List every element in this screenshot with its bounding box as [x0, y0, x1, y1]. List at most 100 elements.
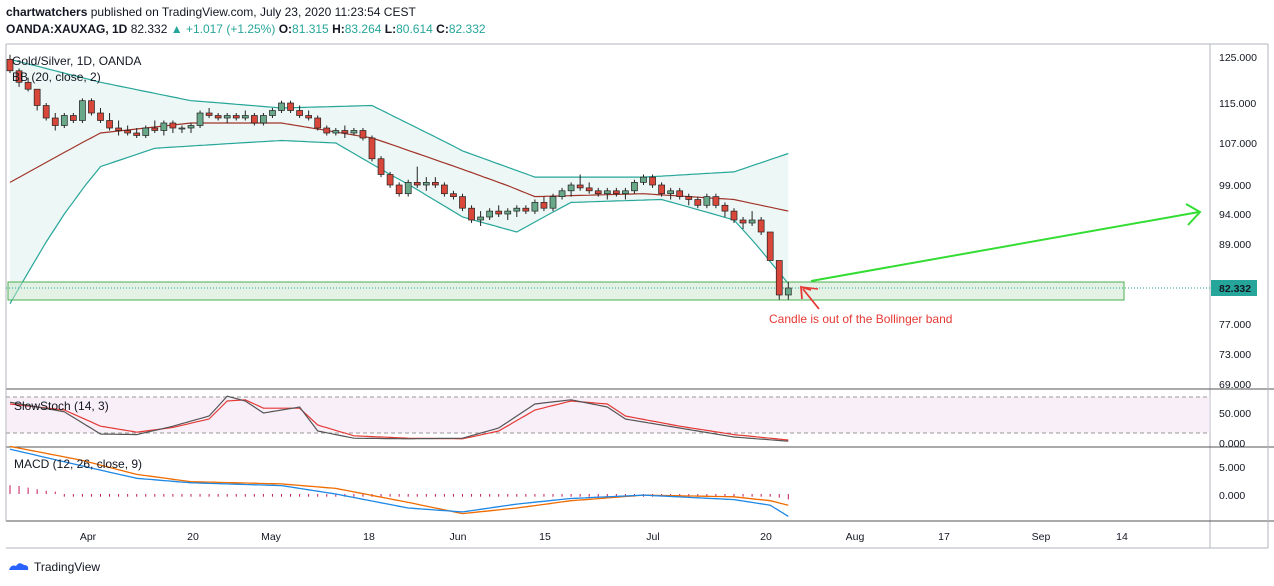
candle: [631, 182, 638, 192]
published-text: published on TradingView.com, July 23, 2…: [90, 5, 416, 19]
slowstoch-label: SlowStoch (14, 3): [14, 399, 109, 413]
price-tick-label: 69.000: [1219, 379, 1251, 391]
annotation-arrow-line: [802, 288, 820, 310]
candle: [106, 120, 113, 129]
time-tick-label: Apr: [80, 531, 97, 543]
candle: [486, 210, 493, 218]
candle: [603, 190, 611, 195]
low-value: 80.614: [396, 22, 433, 36]
candle: [187, 125, 195, 129]
candle: [667, 190, 675, 195]
candle: [341, 130, 349, 134]
pane-frames: [5, 43, 1274, 549]
candle: [450, 193, 457, 197]
time-tick-label: 17: [938, 531, 950, 543]
candle: [133, 132, 141, 136]
candle: [269, 110, 276, 116]
publisher-name[interactable]: chartwatchers: [6, 5, 88, 19]
candle: [223, 115, 231, 119]
price-tick-label: 115.000: [1219, 98, 1256, 110]
candle: [567, 184, 575, 192]
bb-basis-line: [9, 122, 789, 212]
slowstoch-pane[interactable]: [6, 395, 1210, 442]
candle: [658, 184, 665, 195]
candle: [513, 207, 521, 212]
candle: [622, 190, 629, 195]
candle: [15, 70, 23, 83]
candle: [775, 260, 783, 296]
macd-pane[interactable]: [9, 445, 789, 517]
candle: [459, 196, 466, 209]
trend-arrow-head: [1185, 203, 1202, 226]
candle: [287, 102, 294, 111]
candle: [232, 115, 240, 119]
time-tick-label: Aug: [846, 531, 865, 543]
candle: [694, 199, 702, 206]
candle: [214, 115, 222, 119]
price-tick-label: 125.000: [1219, 52, 1257, 64]
candle: [730, 210, 738, 221]
open-label: O:: [278, 22, 293, 36]
candle: [558, 190, 566, 197]
candle: [305, 115, 312, 119]
macd-tick-label: 5.000: [1219, 462, 1245, 474]
price-pane[interactable]: [6, 54, 1210, 310]
stoch-k-line: [9, 395, 789, 442]
candle: [395, 184, 403, 195]
candle: [124, 130, 132, 134]
last-price: 82.332: [130, 22, 168, 36]
tradingview-logo-icon: [9, 563, 29, 570]
axes: 125.000 115.000 107.000 99.000 94.000 89.000 8…: [80, 52, 1257, 543]
bb-lower-line: [9, 139, 789, 304]
time-tick-label: May: [261, 531, 282, 543]
candle: [549, 196, 557, 209]
time-tick-label: 20: [760, 531, 772, 543]
candle: [739, 219, 747, 224]
price-tick-label: 77.000: [1219, 319, 1251, 331]
candle: [142, 127, 150, 136]
candle: [386, 174, 394, 186]
candle: [612, 190, 620, 195]
candle: [6, 58, 14, 72]
symbol-name[interactable]: OANDA:XAUXAG, 1D: [6, 22, 128, 36]
candle: [196, 112, 204, 126]
candle: [712, 196, 720, 206]
candle: [649, 176, 656, 186]
candle: [88, 100, 95, 114]
candle: [748, 219, 756, 224]
footer-brand[interactable]: TradingView: [8, 560, 100, 574]
candle: [260, 115, 267, 124]
last-price-badge: [1211, 280, 1257, 296]
candle: [359, 130, 367, 139]
price-tick-label: 94.000: [1219, 209, 1251, 221]
candle: [413, 182, 421, 186]
open-value: 81.315: [292, 22, 329, 36]
candle: [178, 127, 186, 130]
candle: [160, 122, 168, 131]
time-tick-label: 18: [363, 531, 375, 543]
candle: [685, 196, 693, 200]
symbol-header: OANDA:XAUXAG, 1D 82.332 ▲ +1.017 (+1.25%…: [6, 22, 486, 36]
time-tick-label: 15: [539, 531, 551, 543]
low-label: L:: [384, 22, 397, 36]
bb-upper-line: [9, 58, 789, 178]
candle: [477, 216, 484, 221]
macd-line: [9, 448, 789, 517]
high-value: 83.264: [344, 22, 382, 36]
candle: [97, 112, 104, 121]
stoch-band-fill: [7, 397, 1210, 433]
time-tick-label: Sep: [1032, 531, 1051, 543]
close-value: 82.332: [448, 22, 486, 36]
price-change: ▲ +1.017 (+1.25%): [170, 22, 276, 36]
candle: [585, 187, 593, 192]
stoch-tick-label: 0.000: [1219, 438, 1245, 450]
candle: [676, 190, 684, 197]
candle: [495, 210, 503, 215]
annotation-text: Candle is out of the Bollinger band: [769, 312, 952, 326]
candle: [703, 196, 711, 206]
candle: [33, 88, 41, 106]
candle: [51, 117, 59, 126]
publish-header: chartwatchers published on TradingView.c…: [6, 5, 416, 19]
price-tick-label: 99.000: [1219, 180, 1251, 192]
